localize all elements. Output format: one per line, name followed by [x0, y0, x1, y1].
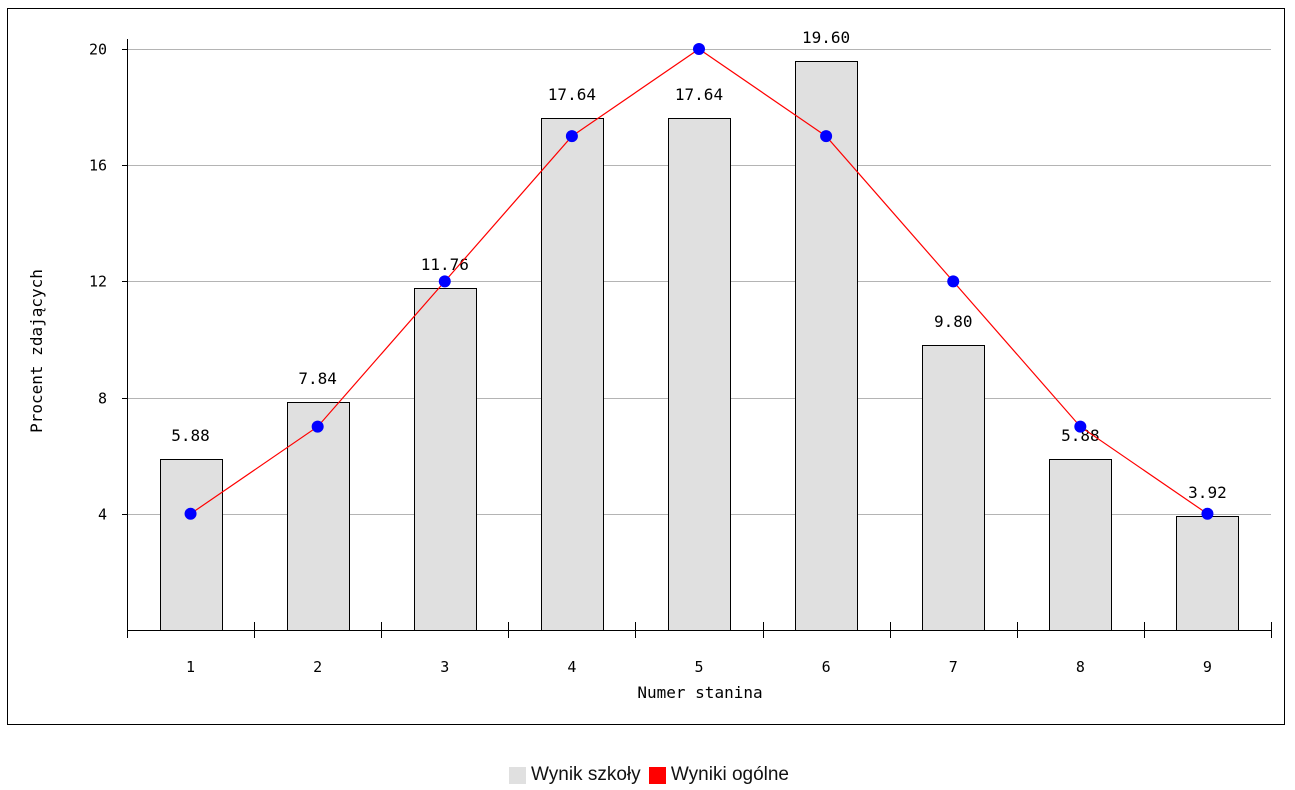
x-tick-label-9: 9: [1203, 658, 1212, 676]
bar-label-9: 3.92: [1188, 483, 1227, 502]
bar-4: [541, 118, 604, 631]
legend-swatch-school: [508, 766, 526, 784]
line-point-5: [693, 43, 705, 55]
y-tick-label-8: 8: [98, 390, 107, 408]
bar-7: [922, 345, 985, 631]
y-tick-label-20: 20: [89, 41, 107, 59]
bar-label-7: 9.80: [934, 312, 973, 331]
chart-frame: 4 8 12 16 20 1 2 3 4 5 6 7 8 9 5.88 7.84 11.76 17.64 17.6…: [7, 8, 1285, 725]
line-point-2: [311, 420, 324, 433]
line-point-8: [1074, 420, 1087, 433]
x-tick-label-7: 7: [949, 658, 958, 676]
bar-label-2: 7.84: [298, 369, 337, 388]
bar-label-8: 5.88: [1061, 426, 1100, 445]
bar-label-3: 11.76: [421, 255, 469, 274]
x-tick-label-4: 4: [567, 658, 576, 676]
bar-label-4: 17.64: [548, 85, 596, 104]
bar-8: [1049, 459, 1112, 631]
line-point-7: [947, 275, 960, 288]
y-tick-label-4: 4: [98, 506, 107, 524]
x-tick-label-5: 5: [694, 658, 703, 676]
legend-label-school: Wynik szkoły: [530, 764, 641, 785]
x-tick-label-6: 6: [822, 658, 831, 676]
x-tick-label-1: 1: [186, 658, 195, 676]
y-tick-label-12: 12: [89, 273, 107, 291]
legend-item-school[interactable]: Wynik szkoły: [506, 764, 641, 786]
x-tick-label-8: 8: [1076, 658, 1085, 676]
x-tick-label-2: 2: [313, 658, 322, 676]
bar-label-6: 19.60: [802, 28, 850, 47]
bar-2: [287, 402, 350, 631]
y-tick-label-16: 16: [89, 157, 107, 175]
y-axis-title: Procent zdających: [27, 269, 46, 433]
legend-item-overall[interactable]: Wyniki ogólne: [646, 764, 789, 786]
bar-9: [1176, 516, 1239, 631]
bar-data-labels: 5.88 7.84 11.76 17.64 17.64 19.60 9.80 5.88 3.92: [171, 28, 1226, 502]
legend: Wynik szkoły Wyniki ogólne: [0, 764, 1295, 790]
legend-label-overall: Wyniki ogólne: [670, 764, 790, 785]
bar-5: [668, 118, 731, 631]
bar-1: [160, 459, 223, 631]
bar-label-5: 17.64: [675, 85, 723, 104]
line-point-6: [820, 130, 833, 143]
bar-3: [414, 288, 477, 631]
bar-6: [795, 61, 858, 631]
line-point-3: [438, 275, 451, 288]
line-point-9: [1201, 507, 1214, 520]
line-point-1: [184, 507, 197, 520]
legend-swatch-overall: [648, 766, 666, 784]
line-point-4: [565, 130, 578, 143]
bar-series: [160, 61, 1239, 631]
x-tick-label-3: 3: [440, 658, 449, 676]
line-series: [184, 43, 1214, 520]
x-axis-title: Numer stanina: [637, 683, 762, 702]
bar-label-1: 5.88: [171, 426, 210, 445]
